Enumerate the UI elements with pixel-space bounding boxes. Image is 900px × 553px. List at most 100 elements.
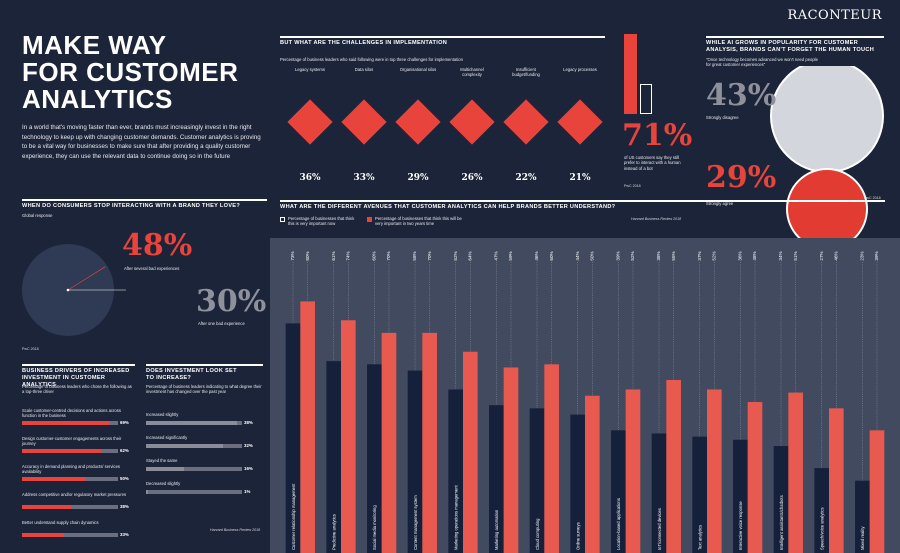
- challenge-label: Organisational silos: [399, 67, 437, 72]
- category-label: Text analytics: [698, 525, 703, 550]
- bar-now: [814, 468, 829, 553]
- stat-bar-fill: [624, 33, 637, 114]
- bar-now: [611, 430, 626, 553]
- bar-future: [585, 395, 600, 553]
- bar-future: [503, 367, 519, 553]
- avenues-rule: [280, 200, 885, 202]
- challenge-value: 21%: [569, 173, 591, 183]
- bar-future-label: 80%: [305, 251, 310, 260]
- avenues-bar-chart: 73% 80% Customer relationship management 61…: [270, 238, 900, 553]
- bar-now: [570, 414, 585, 553]
- investment-track: [146, 467, 242, 471]
- title-line-3: ANALYTICS: [22, 84, 173, 114]
- investment-value: 38%: [244, 420, 253, 425]
- investment-source: Harvard Business Review 2018: [210, 528, 261, 532]
- investment-label: Decreased slightly: [146, 481, 181, 486]
- bar-future-label: 46%: [834, 251, 839, 260]
- bar-now: [326, 361, 341, 553]
- investment-value: 32%: [244, 443, 253, 448]
- bar-now: [733, 439, 748, 553]
- intro-text: In a world that's moving faster than eve…: [22, 124, 261, 160]
- category-label: Location-based applications: [616, 498, 621, 550]
- challenges-heading: BUT WHAT ARE THE CHALLENGES IN IMPLEMENT…: [280, 40, 448, 46]
- legend-future-swatch: [367, 217, 372, 222]
- bar-future: [829, 408, 844, 553]
- bar-now-label: 61%: [331, 251, 336, 260]
- investment-rule: [146, 364, 263, 366]
- bar-now-label: 34%: [778, 251, 783, 260]
- bar-now-label: 73%: [290, 251, 295, 260]
- drivers-rule: [22, 364, 135, 366]
- category-label: Interactive voice response: [738, 501, 743, 550]
- page-title: MAKE WAY FOR CUSTOMER ANALYTICS: [22, 32, 238, 113]
- stop-source: PwC 2018: [22, 347, 39, 351]
- bar-now-label: 52%: [453, 251, 458, 260]
- driver-label: Accuracy in demand planning and products…: [22, 464, 120, 475]
- investment-bar: [146, 444, 223, 448]
- category-label: Customer relationship management: [291, 483, 296, 550]
- driver-value: 50%: [120, 476, 129, 481]
- driver-bar: [22, 533, 65, 537]
- investment-value: 1%: [244, 489, 251, 494]
- agree-label: Strongly agree: [706, 201, 734, 206]
- agree-value: 29%: [706, 160, 777, 195]
- challenge-label: Legacy processes: [563, 67, 597, 72]
- investment-bar: [146, 467, 185, 471]
- bar-now-label: 44%: [575, 251, 580, 260]
- bar-future: [544, 364, 559, 553]
- human-source: PwC 2018: [864, 196, 881, 200]
- stop-b-value: 30%: [196, 284, 267, 319]
- bar-future-label: 55%: [671, 251, 676, 260]
- bar-future: [707, 389, 722, 553]
- category-label: Marketing automation: [494, 509, 499, 550]
- bar-future: [788, 392, 803, 553]
- investment-label: Stayed the same: [146, 458, 178, 463]
- challenge-diamond: [341, 99, 387, 145]
- driver-value: 38%: [120, 504, 129, 509]
- bar-future-label: 64%: [468, 251, 473, 260]
- bar-now-label: 58%: [412, 251, 417, 260]
- challenge-diamond: [287, 99, 333, 145]
- title-line-1: MAKE WAY: [22, 30, 167, 60]
- bar-future: [463, 351, 478, 553]
- avenues-heading: WHAT ARE THE DIFFERENT AVENUES THAT CUST…: [280, 204, 616, 210]
- stop-heading: WHEN DO CONSUMERS STOP INTERACTING WITH …: [22, 203, 241, 209]
- driver-value: 33%: [120, 532, 129, 537]
- challenge-diamond: [557, 99, 603, 145]
- challenge-value: 33%: [353, 173, 375, 183]
- bar-future-label: 39%: [874, 251, 879, 260]
- stop-b-label: After one bad experience: [198, 321, 245, 326]
- bar-now-label: 39%: [616, 251, 621, 260]
- bar-future-label: 51%: [793, 251, 798, 260]
- brand-logo: RACONTEUR: [787, 8, 882, 23]
- bar-future-label: 52%: [712, 251, 717, 260]
- challenge-value: 36%: [299, 173, 321, 183]
- driver-bar: [22, 505, 71, 509]
- investment-bar: [146, 421, 238, 425]
- challenge-value: 22%: [515, 173, 537, 183]
- drivers-heading: BUSINESS DRIVERS OF INCREASED INVESTMENT…: [22, 368, 130, 388]
- bar-now: [529, 408, 545, 553]
- bar-now: [285, 323, 301, 553]
- bar-now-label: 23%: [860, 251, 865, 260]
- investment-label: Increased significantly: [146, 435, 188, 440]
- investment-bar: [146, 490, 149, 494]
- stat-bar-outline: [640, 84, 652, 114]
- driver-bar: [22, 477, 86, 481]
- stop-a-label: After several bad experiences: [124, 266, 180, 271]
- bar-future: [341, 320, 356, 553]
- bar-now: [773, 446, 789, 553]
- driver-label: Scale customer-centred decisions and act…: [22, 408, 121, 419]
- investment-value: 16%: [244, 466, 253, 471]
- bar-now-label: 46%: [534, 251, 539, 260]
- bar-now-label: 47%: [494, 251, 499, 260]
- challenge-label: Insufficient budget/funding: [512, 67, 540, 78]
- bar-future: [666, 380, 681, 553]
- driver-value: 69%: [120, 420, 129, 425]
- bar-now-label: 37%: [697, 251, 702, 260]
- driver-track: [22, 533, 118, 537]
- investment-heading: DOES INVESTMENT LOOK SET TO INCREASE?: [146, 368, 237, 381]
- challenge-diamond: [449, 99, 495, 145]
- human-circles: [770, 66, 884, 250]
- title-line-2: FOR CUSTOMER: [22, 57, 239, 87]
